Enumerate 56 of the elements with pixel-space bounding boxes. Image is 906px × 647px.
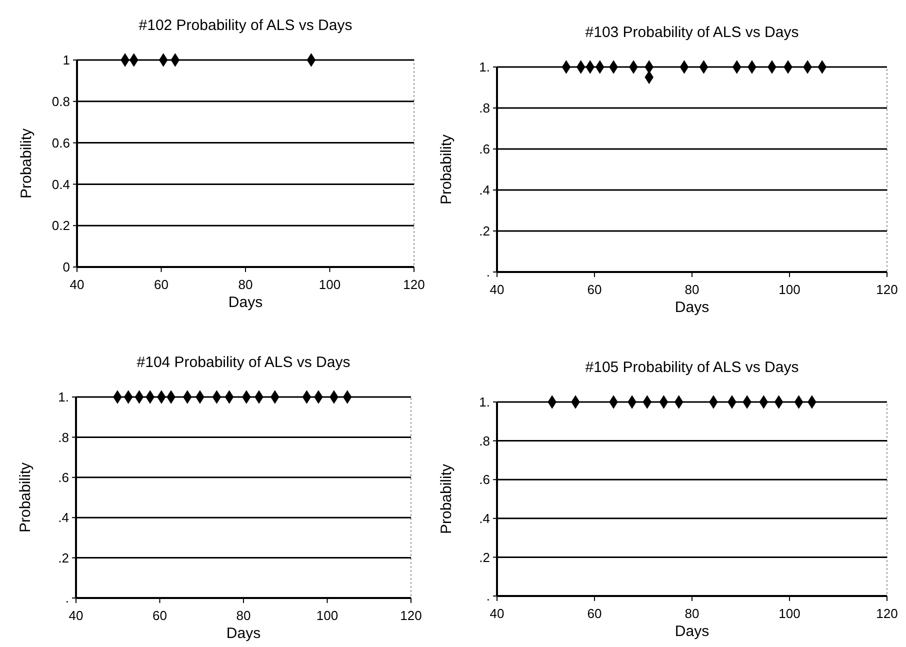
- x-tick-label: 120: [403, 277, 425, 292]
- x-axis-title: Days: [674, 623, 710, 640]
- x-tick-label: 80: [236, 608, 251, 623]
- y-tick-label: .6: [58, 470, 69, 485]
- x-tick-label: 100: [778, 282, 800, 297]
- y-tick-label: .8: [479, 100, 490, 116]
- x-tick-label: 100: [318, 277, 341, 292]
- y-tick-label: .6: [479, 472, 490, 488]
- x-tick-label: 120: [876, 606, 898, 621]
- x-tick-label: 60: [152, 608, 167, 623]
- x-tick-label: 120: [400, 608, 422, 623]
- y-tick-label: .4: [58, 510, 69, 526]
- x-tick-label: 120: [876, 282, 898, 297]
- x-tick-label: 80: [684, 606, 700, 621]
- y-tick-label: .8: [479, 433, 490, 448]
- x-tick-label: 80: [238, 277, 253, 292]
- y-tick-label: .2: [58, 550, 69, 566]
- x-tick-label: 40: [490, 282, 504, 297]
- y-tick-label: 1: [62, 52, 70, 68]
- x-tick-label: 60: [154, 277, 168, 292]
- x-tick-label: 100: [778, 606, 800, 621]
- y-tick-label: 0.4: [52, 176, 70, 192]
- chart-title: #103 Probability of ALS vs Days: [585, 24, 799, 41]
- y-tick-label: .: [65, 590, 69, 606]
- chart-title: #102 Probability of ALS vs Days: [138, 17, 352, 34]
- x-tick-label: 80: [684, 282, 700, 297]
- x-axis-title: Days: [228, 294, 263, 311]
- y-tick-label: .: [486, 588, 490, 604]
- y-tick-label: .6: [479, 142, 490, 157]
- x-tick-label: 40: [70, 277, 84, 292]
- chart-title: #105 Probability of ALS vs Days: [585, 359, 799, 376]
- y-tick-label: .4: [479, 510, 490, 526]
- y-tick-label: 1.: [58, 390, 69, 405]
- y-tick-label: 0.8: [52, 94, 70, 109]
- x-tick-label: 100: [316, 608, 338, 623]
- y-axis-title: Probability: [17, 462, 34, 533]
- y-tick-label: 1.: [479, 394, 490, 410]
- x-axis-title: Days: [226, 625, 261, 642]
- y-tick-label: .: [486, 264, 490, 280]
- y-tick-label: .4: [479, 182, 490, 198]
- x-tick-label: 40: [68, 608, 84, 623]
- y-tick-label: 0.2: [52, 218, 70, 234]
- y-tick-label: 0.6: [52, 135, 70, 150]
- x-tick-label: 40: [490, 606, 504, 621]
- chart-title: #104 Probability of ALS vs Days: [136, 354, 350, 371]
- y-tick-label: .2: [479, 224, 490, 239]
- y-axis-title: Probability: [438, 134, 455, 205]
- y-axis-title: Probability: [438, 463, 455, 534]
- y-tick-label: .8: [58, 430, 69, 445]
- x-tick-label: 60: [587, 282, 602, 297]
- y-tick-label: 1.: [479, 60, 490, 75]
- x-tick-label: 60: [587, 606, 602, 621]
- x-axis-title: Days: [674, 299, 710, 316]
- y-tick-label: .2: [479, 550, 490, 565]
- y-axis-title: Probability: [18, 128, 35, 199]
- y-tick-label: 0: [62, 260, 70, 275]
